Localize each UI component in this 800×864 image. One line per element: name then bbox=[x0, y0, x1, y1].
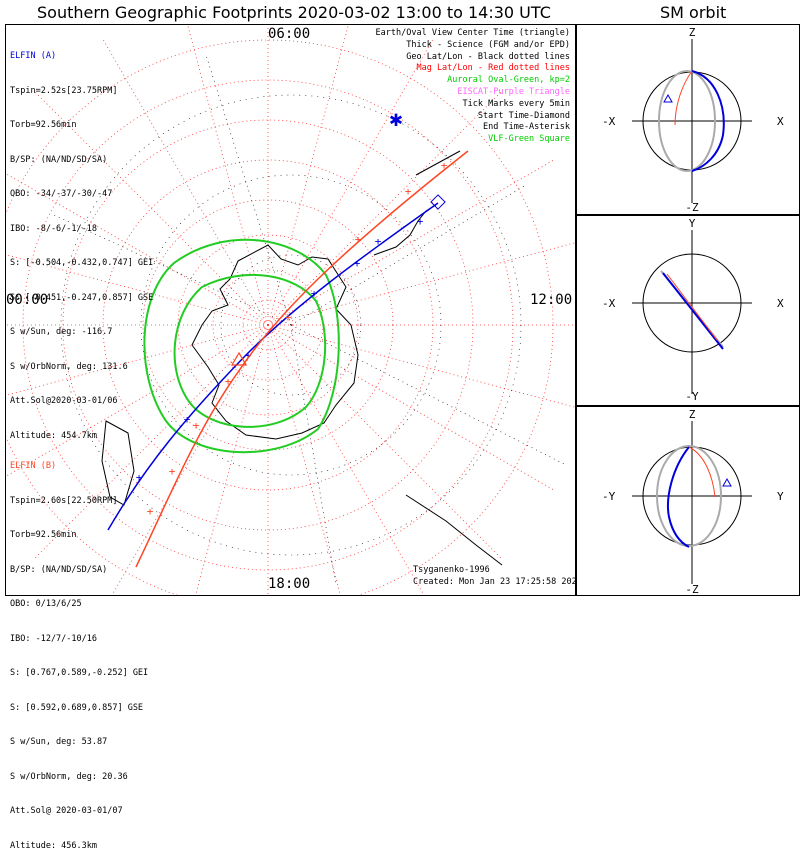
antarctica-coastline bbox=[101, 150, 503, 566]
sm2-right-axis-label: X bbox=[777, 297, 784, 310]
svg-text:+: + bbox=[311, 287, 318, 300]
legend-item: Thick - Science (FGM and/or EPD) bbox=[406, 39, 570, 50]
sm-orbit-xz-plot: Z -Z -X X bbox=[602, 26, 784, 214]
svg-text:+: + bbox=[184, 413, 191, 426]
sm3-bottom-axis-label: -Z bbox=[685, 583, 699, 596]
elfin-a-line: Tspin=2.52s[23.75RPM] bbox=[10, 85, 118, 96]
svg-text:+: + bbox=[169, 465, 176, 478]
svg-text:+: + bbox=[285, 311, 292, 324]
mlt-label-top: 06:00 bbox=[268, 26, 311, 42]
elfin-a-line: S: [-0.451,-0.247,0.857] GSE bbox=[10, 292, 154, 303]
elfin-a-name: ELFIN (A) bbox=[10, 51, 57, 61]
legend-item: Earth/Oval View Center Time (triangle) bbox=[375, 28, 570, 38]
legend-item: Start Time-Diamond bbox=[477, 110, 570, 121]
legend-item: VLF-Green Square bbox=[488, 134, 570, 145]
svg-text:+: + bbox=[355, 233, 362, 246]
elfin-a-info: ELFIN (A) Tspin=2.52s[23.75RPM] Torb=92.… bbox=[10, 28, 153, 454]
svg-text:+: + bbox=[405, 185, 412, 198]
svg-text:+: + bbox=[417, 215, 424, 228]
sm1-bottom-axis-label: -Z bbox=[685, 201, 699, 214]
legend-item: Auroral Oval-Green, kp=2 bbox=[447, 75, 570, 86]
svg-text:+: + bbox=[136, 471, 143, 484]
svg-text:+: + bbox=[354, 257, 361, 270]
elfin-b-line: S: [0.767,0.589,-0.252] GEI bbox=[10, 668, 149, 678]
model-credit: Tsyganenko-1996 bbox=[413, 565, 490, 575]
elfin-b-line: IBO: -12/7/-10/16 bbox=[10, 633, 97, 644]
elfin-b-view-center-triangle bbox=[230, 351, 248, 366]
legend-item: Tick Marks every 5min bbox=[462, 98, 570, 109]
svg-text:+: + bbox=[245, 349, 252, 362]
elfin-b-line: Torb=92.56min bbox=[10, 530, 77, 540]
sm3-left-axis-label: -Y bbox=[602, 490, 616, 503]
sm3-right-axis-label: Y bbox=[777, 490, 784, 503]
elfin-a-line: S w/OrbNorm, deg: 131.6 bbox=[10, 361, 128, 372]
sm1-left-axis-label: -X bbox=[602, 115, 616, 128]
elfin-b-name: ELFIN (B) bbox=[10, 461, 57, 471]
sm-orbit-yz-panel: Z -Z -Y Y bbox=[576, 406, 800, 596]
svg-text:+: + bbox=[375, 235, 382, 248]
sm-orbit-xy-plot: Y -Y -X X bbox=[602, 217, 784, 403]
elfin-a-line: Altitude: 454.7km bbox=[10, 430, 97, 441]
legend-item: End Time-Asterisk bbox=[483, 122, 570, 133]
elfin-b-line: Altitude: 456.3km bbox=[10, 840, 97, 851]
elfin-b-line: B/SP: (NA/ND/SD/SA) bbox=[10, 564, 108, 575]
map-legend: Earth/Oval View Center Time (triangle) T… bbox=[376, 28, 570, 146]
sm1-top-axis-label: Z bbox=[689, 26, 696, 39]
elfin-a-line: Torb=92.56min bbox=[10, 120, 77, 130]
elfin-b-line: S w/OrbNorm, deg: 20.36 bbox=[10, 771, 128, 782]
elfin-b-line: Tspin=2.60s[22.50RPM] bbox=[10, 495, 118, 506]
elfin-a-line: OBO: -34/-37/-30/-47 bbox=[10, 189, 113, 199]
elfin-b-line: S: [0.592,0.689,0.857] GSE bbox=[10, 702, 144, 713]
mlt-label-bottom: 18:00 bbox=[268, 576, 311, 592]
elfin-a-line: S: [-0.504,-0.432,0.747] GEI bbox=[10, 258, 154, 268]
elfin-a-line: IBO: -8/-6/-1/-18 bbox=[10, 223, 97, 234]
svg-text:+: + bbox=[147, 505, 154, 518]
svg-text:+: + bbox=[441, 159, 448, 172]
auroral-oval-inner bbox=[173, 274, 327, 428]
sm-orbit-xy-panel: Y -Y -X X bbox=[576, 215, 800, 406]
elfin-a-footprint-track: +++++++✱ bbox=[107, 107, 446, 531]
elfin-b-line: OBO: 0/13/6/25 bbox=[10, 599, 82, 609]
legend-item: Mag Lat/Lon - Red dotted lines bbox=[416, 63, 570, 74]
elfin-b-line: Att.Sol@ 2020-03-01/07 bbox=[10, 806, 123, 816]
legend-item: EISCAT-Purple Triangle bbox=[457, 86, 570, 97]
sm3-top-axis-label: Z bbox=[689, 408, 696, 421]
sm-orbit-xz-panel: Z -Z -X X bbox=[576, 24, 800, 215]
mlt-label-left: 00:00 bbox=[6, 292, 49, 308]
footprint-map: +++++++✱ ++++++++ bbox=[6, 25, 575, 595]
elfin-a-line: Att.Sol@2020-03-01/06 bbox=[10, 396, 118, 406]
sm-orbit-title: SM orbit bbox=[660, 3, 727, 22]
elfin-a-line: B/SP: (NA/ND/SD/SA) bbox=[10, 154, 108, 165]
chart-title: Southern Geographic Footprints 2020-03-0… bbox=[37, 3, 551, 22]
geo-lat-lon-grid bbox=[53, 54, 567, 586]
created-timestamp: Created: Mon Jan 23 17:25:58 2023 bbox=[413, 577, 582, 587]
sm2-top-axis-label: Y bbox=[689, 217, 696, 230]
mlt-label-right: 12:00 bbox=[530, 292, 573, 308]
sm-orbit-yz-plot: Z -Z -Y Y bbox=[602, 408, 784, 596]
svg-text:+: + bbox=[225, 375, 232, 388]
legend-item: Geo Lat/Lon - Black dotted lines bbox=[406, 51, 570, 62]
elfin-b-info: ELFIN (B) Tspin=2.60s[22.50RPM] Torb=92.… bbox=[10, 438, 148, 864]
svg-text:+: + bbox=[193, 419, 200, 432]
footprint-map-panel: + + + + + + + ✱ + + + + + + + + bbox=[5, 24, 576, 596]
elfin-a-line: S w/Sun, deg: -116.7 bbox=[10, 327, 113, 337]
sm1-right-axis-label: X bbox=[777, 115, 784, 128]
auroral-oval-outer bbox=[143, 238, 340, 454]
elfin-b-line: S w/Sun, deg: 53.87 bbox=[10, 737, 108, 747]
sm2-bottom-axis-label: -Y bbox=[685, 390, 699, 403]
sm2-left-axis-label: -X bbox=[602, 297, 616, 310]
svg-text:✱: ✱ bbox=[389, 107, 402, 132]
